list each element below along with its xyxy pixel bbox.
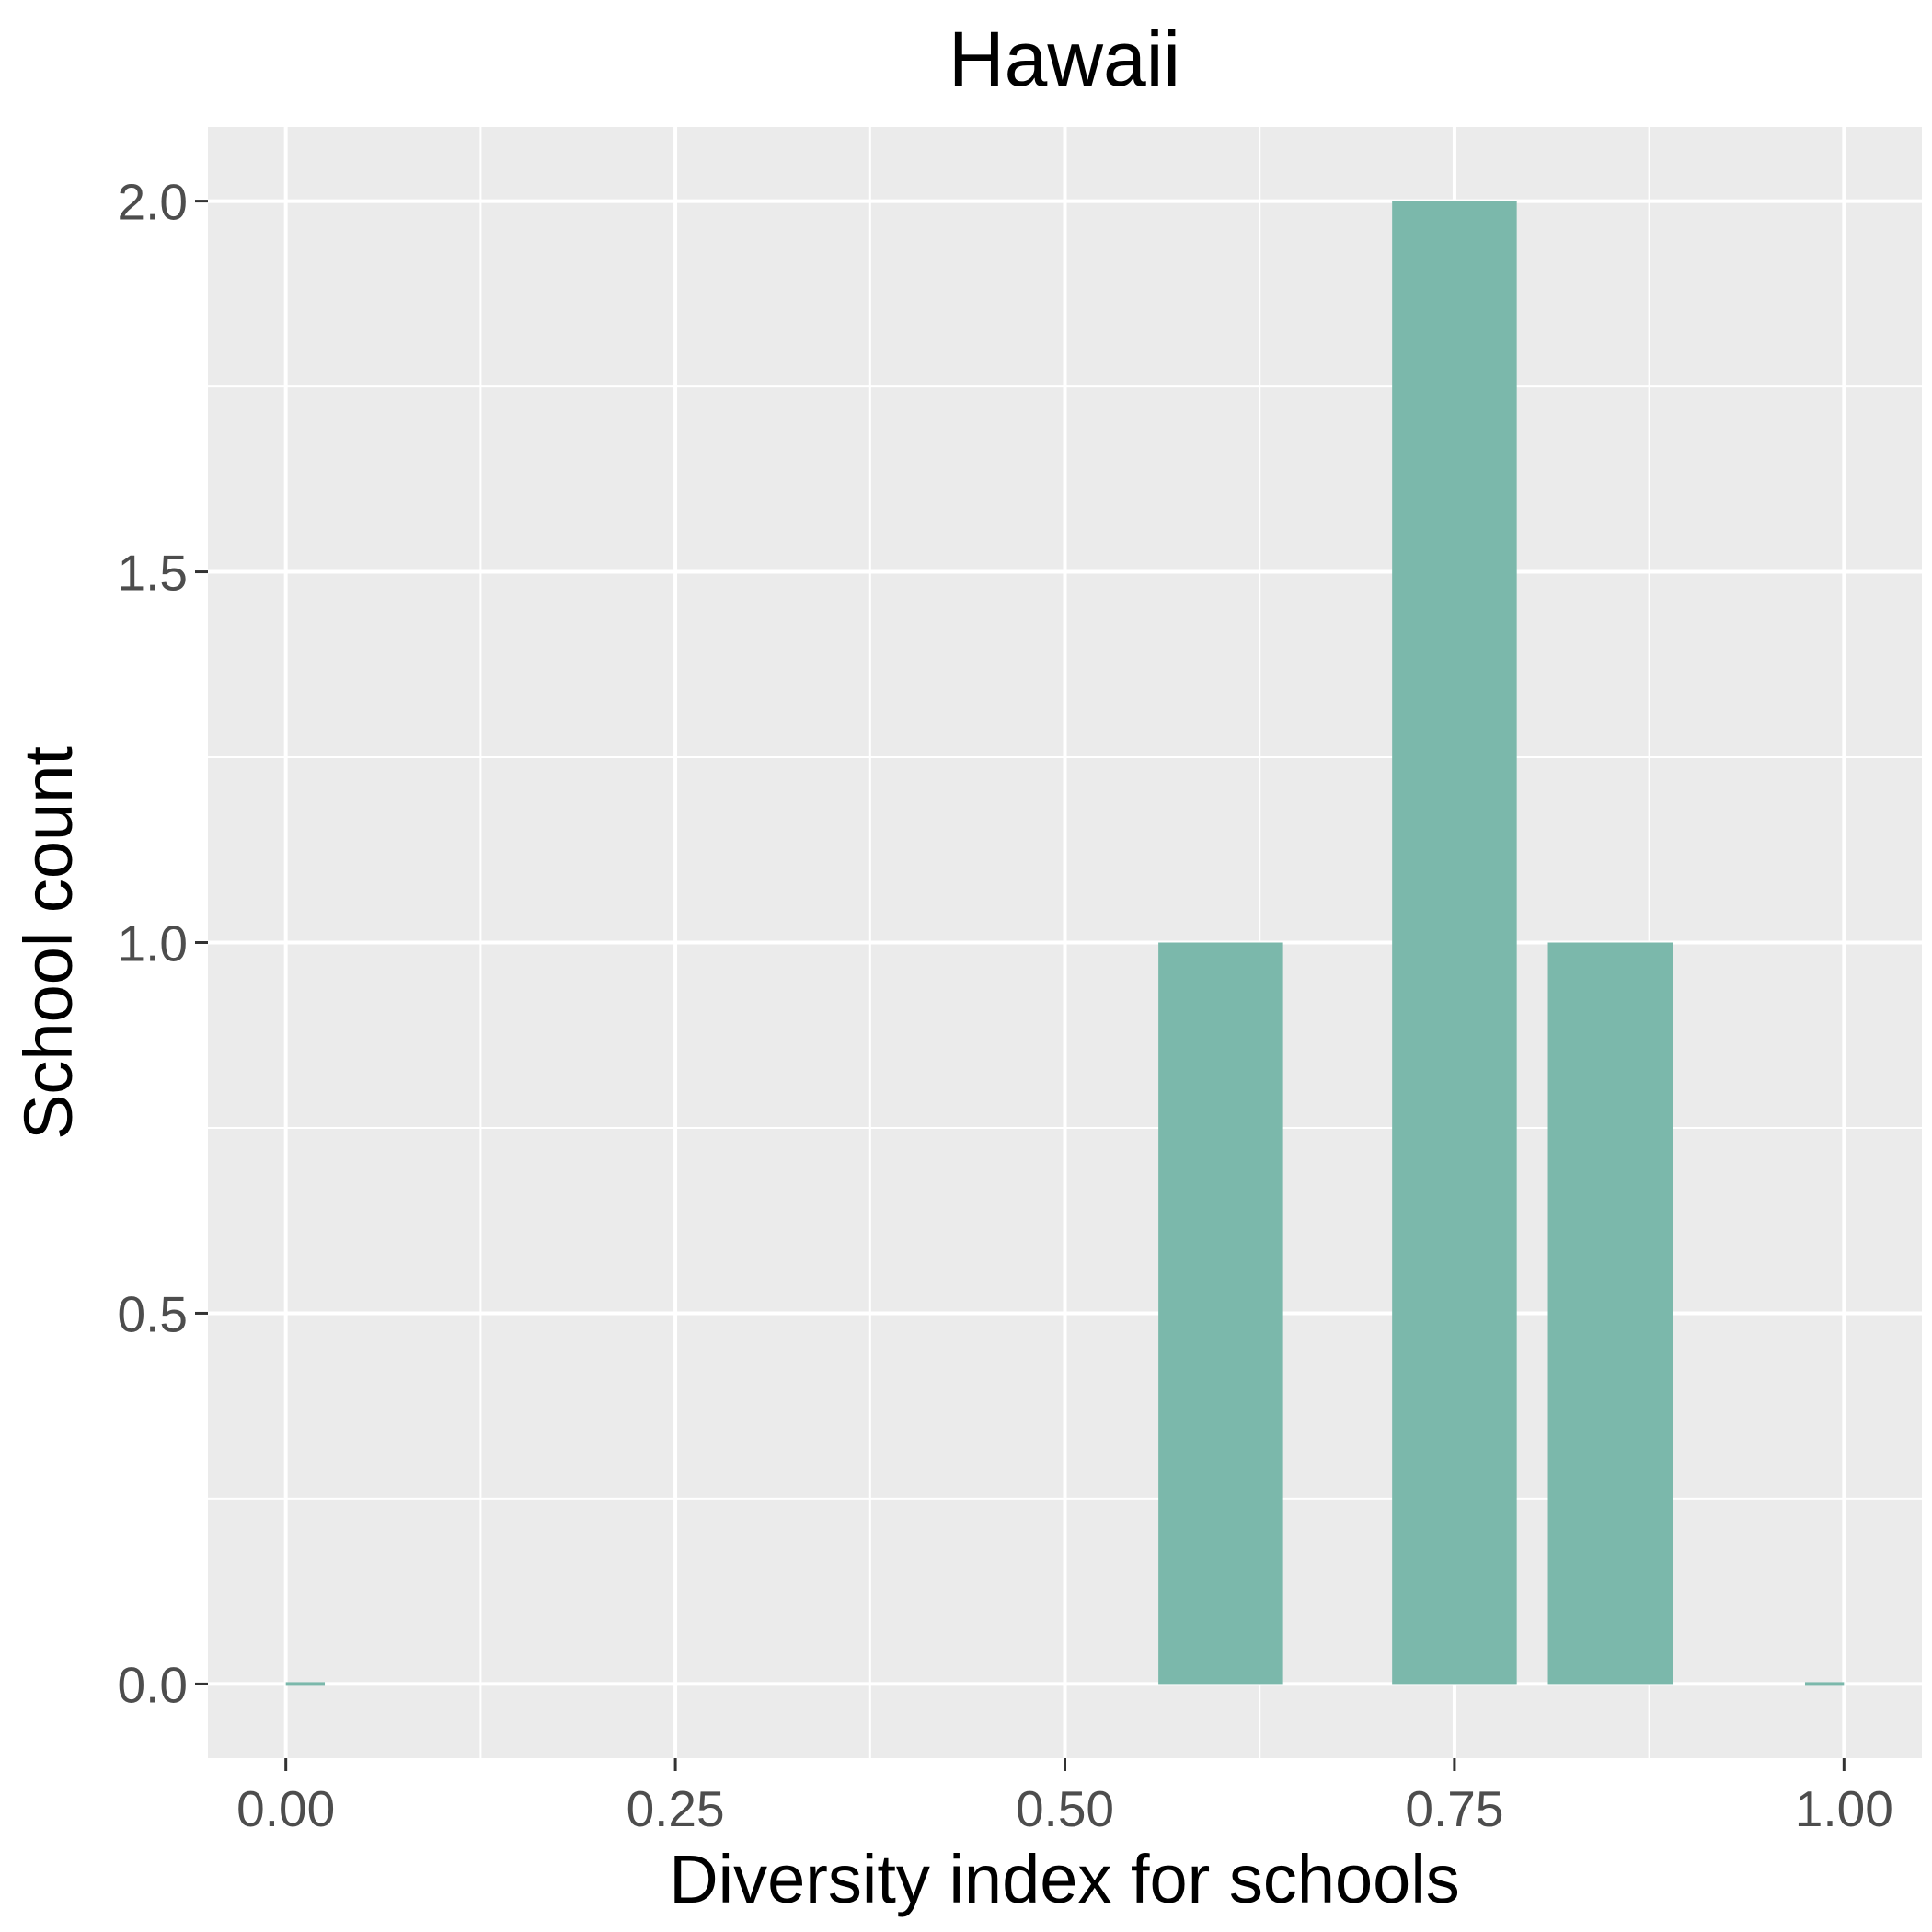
- x-tick-label: 0.75: [1405, 1780, 1503, 1837]
- histogram-bar: [1547, 942, 1673, 1685]
- y-tick-label: 0.5: [118, 1285, 188, 1342]
- axis-tick-labels: 0.00 0.25 0.50 0.75 1.00 0.0 0.5 1.0 1.5 2.0: [118, 174, 1893, 1837]
- histogram-bars: [285, 201, 1845, 1686]
- x-axis-title: Diversity index for schools: [669, 1841, 1460, 1917]
- x-tick-label: 0.00: [236, 1780, 335, 1837]
- y-tick-label: 1.0: [118, 915, 188, 972]
- histogram-bar: [1392, 201, 1517, 1685]
- y-tick-label: 0.0: [118, 1656, 188, 1713]
- major-gridlines: [208, 127, 1922, 1758]
- y-tick-label: 1.5: [118, 545, 188, 602]
- x-tick-label: 0.50: [1016, 1780, 1114, 1837]
- y-axis-title: School count: [10, 746, 86, 1140]
- chart-title: Hawaii: [949, 16, 1180, 102]
- y-tick-label: 2.0: [118, 174, 188, 231]
- histogram-baseline-segment: [1804, 1682, 1845, 1686]
- axis-ticks: [195, 200, 1846, 1771]
- histogram-bar: [1158, 942, 1283, 1685]
- histogram-baseline-segment: [285, 1682, 326, 1686]
- x-tick-label: 1.00: [1795, 1780, 1893, 1837]
- x-tick-label: 0.25: [627, 1780, 725, 1837]
